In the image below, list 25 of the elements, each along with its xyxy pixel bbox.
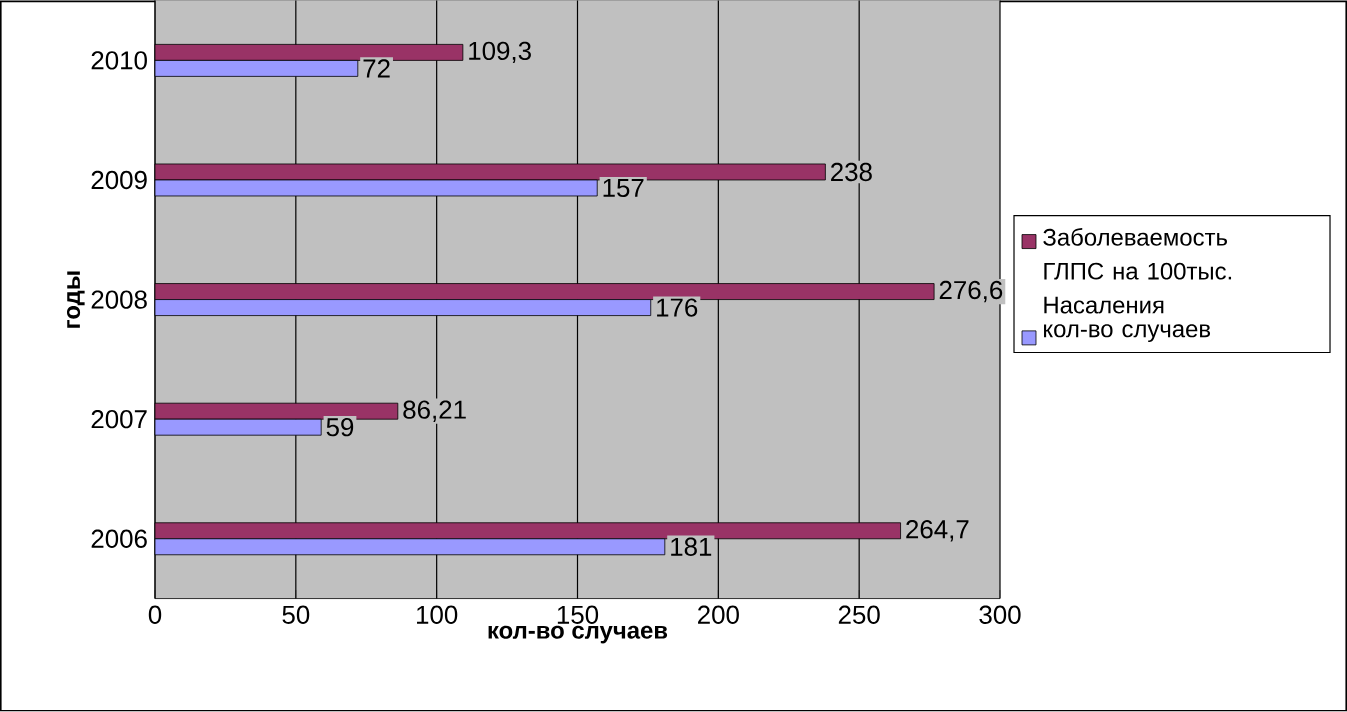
x-tick-label: 150 xyxy=(557,605,599,625)
data-label: 238 xyxy=(831,163,872,182)
x-tick-label: 50 xyxy=(282,605,310,625)
data-label: 86,21 xyxy=(403,400,466,423)
data-label: 181 xyxy=(671,537,712,557)
y-axis-title: годы xyxy=(66,271,85,328)
x-tick-label: 100 xyxy=(417,605,458,625)
x-tick-label: 0 xyxy=(148,605,162,625)
data-label: 157 xyxy=(603,179,644,198)
y-tick-label: 2009 xyxy=(91,171,147,190)
data-label: 264,7 xyxy=(906,520,969,542)
y-tick-label: 2008 xyxy=(91,290,147,309)
legend-label: кол-во случаев xyxy=(1044,324,1211,343)
x-tick-label: 300 xyxy=(979,605,1021,625)
y-tick-label: 2010 xyxy=(91,51,147,70)
data-label: 176 xyxy=(657,298,698,317)
y-tick-label: 2007 xyxy=(91,410,147,429)
data-label: 59 xyxy=(326,418,354,437)
data-label: 276,6 xyxy=(939,281,1003,303)
data-label: 109,3 xyxy=(469,41,531,64)
data-label: 72 xyxy=(363,59,390,78)
x-axis-title: кол-во случаев xyxy=(488,625,668,644)
y-tick-label: 2006 xyxy=(91,529,147,549)
x-tick-label: 250 xyxy=(838,605,880,625)
x-tick-label: 200 xyxy=(698,605,739,625)
